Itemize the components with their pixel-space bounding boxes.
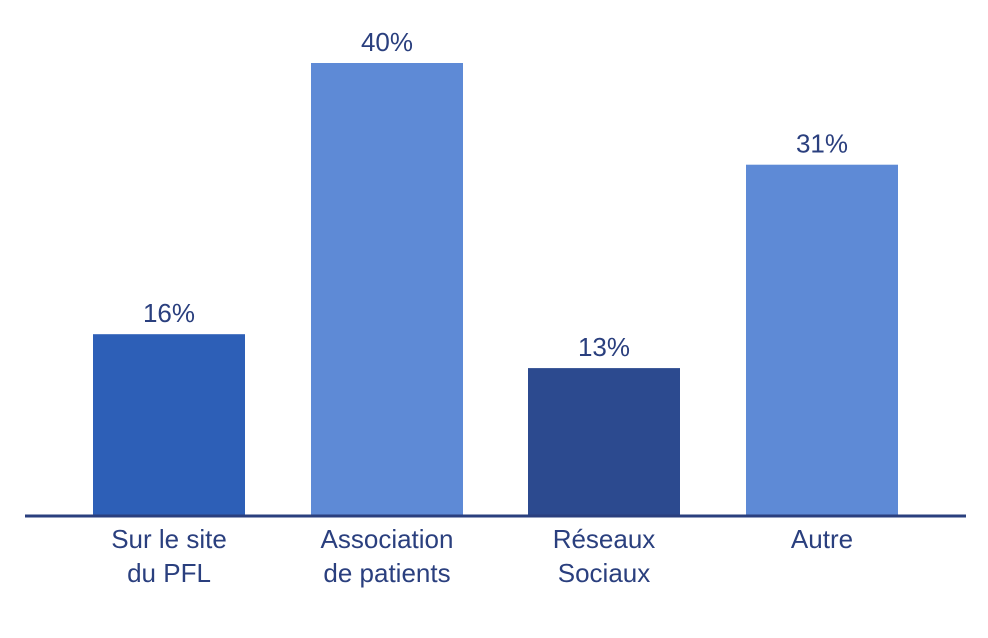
category-label-0-line-0: Sur le site — [111, 524, 227, 554]
category-label-1-line-0: Association — [321, 524, 454, 554]
bar-1 — [311, 63, 463, 515]
bar-3 — [746, 164, 898, 515]
value-label-3: 31% — [796, 129, 848, 159]
value-labels-layer: 16% 40% 13% 31% — [143, 27, 848, 362]
bar-0 — [93, 334, 245, 515]
category-label-3: Autre — [791, 524, 853, 554]
category-label-2-line-1: Sociaux — [558, 558, 651, 588]
value-label-0: 16% — [143, 298, 195, 328]
value-label-1: 40% — [361, 27, 413, 57]
category-labels-layer: Sur le site du PFL Association de patients R… — [111, 524, 853, 588]
bar-2 — [528, 368, 680, 515]
value-label-2: 13% — [578, 332, 630, 362]
category-label-1: Association de patients — [321, 524, 454, 588]
category-label-3-line-0: Autre — [791, 524, 853, 554]
category-label-0-line-1: du PFL — [127, 558, 211, 588]
category-label-2-line-0: Réseaux — [553, 524, 656, 554]
category-label-0: Sur le site du PFL — [111, 524, 227, 588]
bars-layer — [93, 63, 898, 515]
category-label-1-line-1: de patients — [323, 558, 450, 588]
category-label-2: Réseaux Sociaux — [553, 524, 656, 588]
